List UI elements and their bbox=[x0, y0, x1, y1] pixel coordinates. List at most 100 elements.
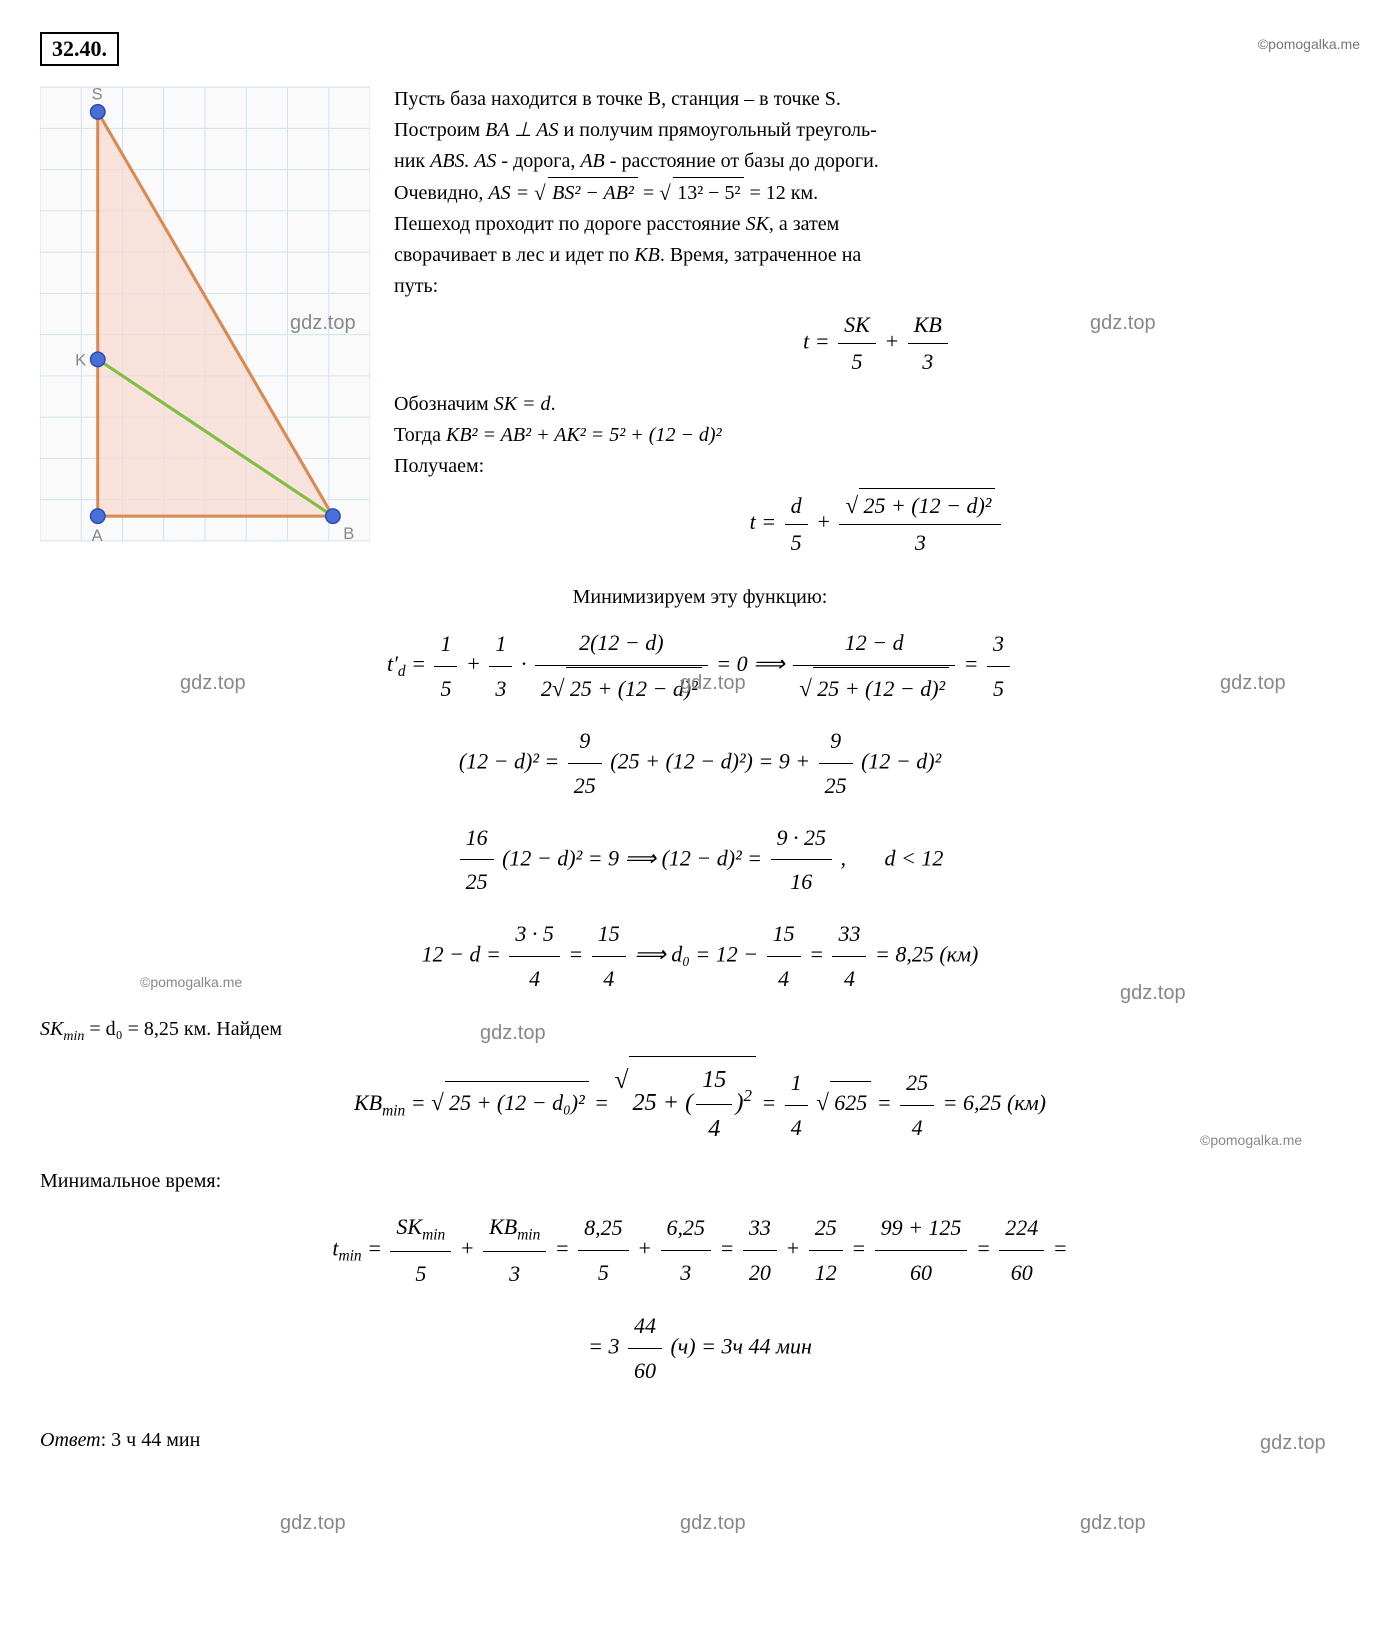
numerator: 1 bbox=[489, 623, 512, 667]
fraction: 9 · 2516 bbox=[771, 817, 833, 904]
radicand: 25 + (154)2 bbox=[629, 1056, 756, 1152]
watermark-pomogalka: ©pomogalka.me bbox=[1200, 1132, 1302, 1148]
watermark-pomogalka: ©pomogalka.me bbox=[140, 974, 242, 990]
solution-text: Пусть база находится в точке B, станция … bbox=[394, 84, 1360, 570]
op: = bbox=[1053, 1236, 1068, 1261]
radicand: 25 + (12 − d)² bbox=[813, 667, 949, 710]
denominator: 12 bbox=[809, 1251, 843, 1294]
fraction: KB3 bbox=[908, 308, 948, 379]
txt: Пусть база находится в точке B, станция … bbox=[394, 88, 841, 110]
fraction: 254 bbox=[900, 1062, 934, 1149]
op: = bbox=[809, 942, 829, 967]
paragraph: Получаем: bbox=[394, 451, 1360, 482]
fraction: KBmin3 bbox=[483, 1206, 546, 1294]
numerator: 6,25 bbox=[661, 1207, 712, 1251]
txt: (25 + (12 − d)²) = 9 + bbox=[610, 748, 815, 773]
op: = bbox=[362, 1236, 388, 1261]
formula-line: 1625 (12 − d)² = 9 ⟹ (12 − d)² = 9 · 251… bbox=[40, 817, 1360, 904]
watermark-gdz: gdz.top bbox=[1120, 982, 1186, 1005]
fraction: 3320 bbox=[743, 1207, 777, 1294]
fraction: 154 bbox=[767, 913, 801, 1000]
subscript: min bbox=[382, 1103, 405, 1120]
sqrt: 13² − 5² bbox=[659, 177, 744, 209]
math: AB bbox=[580, 150, 604, 172]
watermark-gdz: gdz.top bbox=[680, 672, 746, 695]
fraction: 25 + (12 − d)²3 bbox=[839, 488, 1001, 560]
fraction: 14 bbox=[785, 1062, 808, 1149]
numerator: 15 bbox=[592, 913, 626, 957]
fraction: 35 bbox=[987, 623, 1010, 710]
fraction: 8,255 bbox=[578, 1207, 629, 1294]
subscript: min bbox=[338, 1248, 361, 1265]
paragraph: Тогда KB² = AB² + AK² = 5² + (12 − d)² bbox=[394, 420, 1360, 451]
numerator: 44 bbox=[628, 1305, 662, 1349]
numerator: 9 bbox=[819, 720, 853, 764]
sqrt: 25 + (12 − d)² bbox=[799, 667, 949, 710]
lhs: (12 − d)² = bbox=[459, 748, 565, 773]
result: = 8,25 (км) bbox=[875, 942, 978, 967]
numerator: 9 bbox=[568, 720, 602, 764]
txt: , а затем bbox=[769, 213, 839, 235]
numerator: SK bbox=[838, 308, 876, 344]
math: KB² = AB² + AK² = 5² + (12 − d)² bbox=[446, 424, 722, 446]
denominator: 5 bbox=[578, 1251, 629, 1294]
txt: Обозначим bbox=[394, 393, 494, 415]
formula-line: (12 − d)² = 925 (25 + (12 − d)²) = 9 + 9… bbox=[40, 720, 1360, 807]
watermark-gdz: gdz.top bbox=[280, 1512, 346, 1535]
paragraph: путь: bbox=[394, 271, 1360, 302]
subscript: min bbox=[422, 1227, 445, 1244]
denominator: 5 bbox=[390, 1252, 451, 1295]
op: = bbox=[761, 1090, 781, 1115]
svg-text:S: S bbox=[92, 86, 103, 104]
txt: - дорога, bbox=[496, 150, 580, 172]
denominator: 4 bbox=[900, 1106, 934, 1149]
radicand: 13² − 5² bbox=[673, 177, 744, 209]
result: = 6,25 (км) bbox=[943, 1090, 1046, 1115]
paragraph: Пусть база находится в точке B, станция … bbox=[394, 84, 1360, 115]
numerator: 3 · 5 bbox=[509, 913, 560, 957]
formula-line: KBmin = 25 + (12 − d₀)² = 25 + (154)2 = … bbox=[40, 1056, 1360, 1152]
denominator: 25 bbox=[819, 764, 853, 807]
lhs: t′ bbox=[387, 651, 398, 676]
txt: . bbox=[551, 393, 556, 415]
op: = bbox=[406, 651, 432, 676]
watermark-gdz: gdz.top bbox=[180, 672, 246, 695]
answer-line: Ответ: 3 ч 44 мин bbox=[40, 1421, 1360, 1459]
txt: Очевидно, bbox=[394, 182, 488, 204]
fraction: 2(12 − d)225 + (12 − d)² bbox=[535, 622, 708, 710]
numerator: d bbox=[785, 489, 808, 525]
sqrt: 625 bbox=[816, 1081, 871, 1124]
op: = bbox=[555, 1236, 575, 1261]
sqrt: 25 + (12 − d₀)² bbox=[431, 1081, 589, 1124]
numerator: 99 + 125 bbox=[875, 1207, 968, 1251]
radicand: 625 bbox=[830, 1081, 871, 1124]
fraction: 925 bbox=[819, 720, 853, 807]
txt: = d₀ = 8,25 км. Найдем bbox=[84, 1018, 282, 1040]
derivative-line: t′d = 15 + 13 · 2(12 − d)225 + (12 − d)²… bbox=[40, 622, 1360, 710]
numerator: 3 bbox=[987, 623, 1010, 667]
op: = bbox=[568, 942, 588, 967]
op: + bbox=[816, 509, 836, 534]
subscript: d bbox=[398, 664, 406, 681]
fraction: 15 bbox=[434, 623, 457, 710]
denominator: 25 bbox=[460, 860, 494, 903]
subscript: min bbox=[517, 1227, 540, 1244]
answer-label: Ответ bbox=[40, 1429, 101, 1451]
lhs: 12 − d = bbox=[422, 942, 507, 967]
paragraph: Построим BA ⊥ AS и получим прямоугольный… bbox=[394, 115, 1360, 146]
op: + bbox=[460, 1236, 480, 1261]
formula: t = d5 + 25 + (12 − d)²3 bbox=[394, 488, 1360, 560]
numerator: 2(12 − d) bbox=[535, 622, 708, 666]
numerator: KBmin bbox=[483, 1206, 546, 1252]
watermark-gdz: gdz.top bbox=[480, 1022, 546, 1045]
numerator: 33 bbox=[743, 1207, 777, 1251]
denominator: 3 bbox=[489, 667, 512, 710]
numerator: 25 bbox=[900, 1062, 934, 1106]
main-content: SKAB Пусть база находится в точке B, ста… bbox=[40, 84, 1360, 570]
numerator: 33 bbox=[832, 913, 866, 957]
numerator: 25 + (12 − d)² bbox=[839, 488, 1001, 525]
svg-text:K: K bbox=[75, 352, 86, 370]
fraction: 22460 bbox=[999, 1207, 1044, 1294]
txt: ник bbox=[394, 150, 430, 172]
denominator: 4 bbox=[767, 957, 801, 1000]
